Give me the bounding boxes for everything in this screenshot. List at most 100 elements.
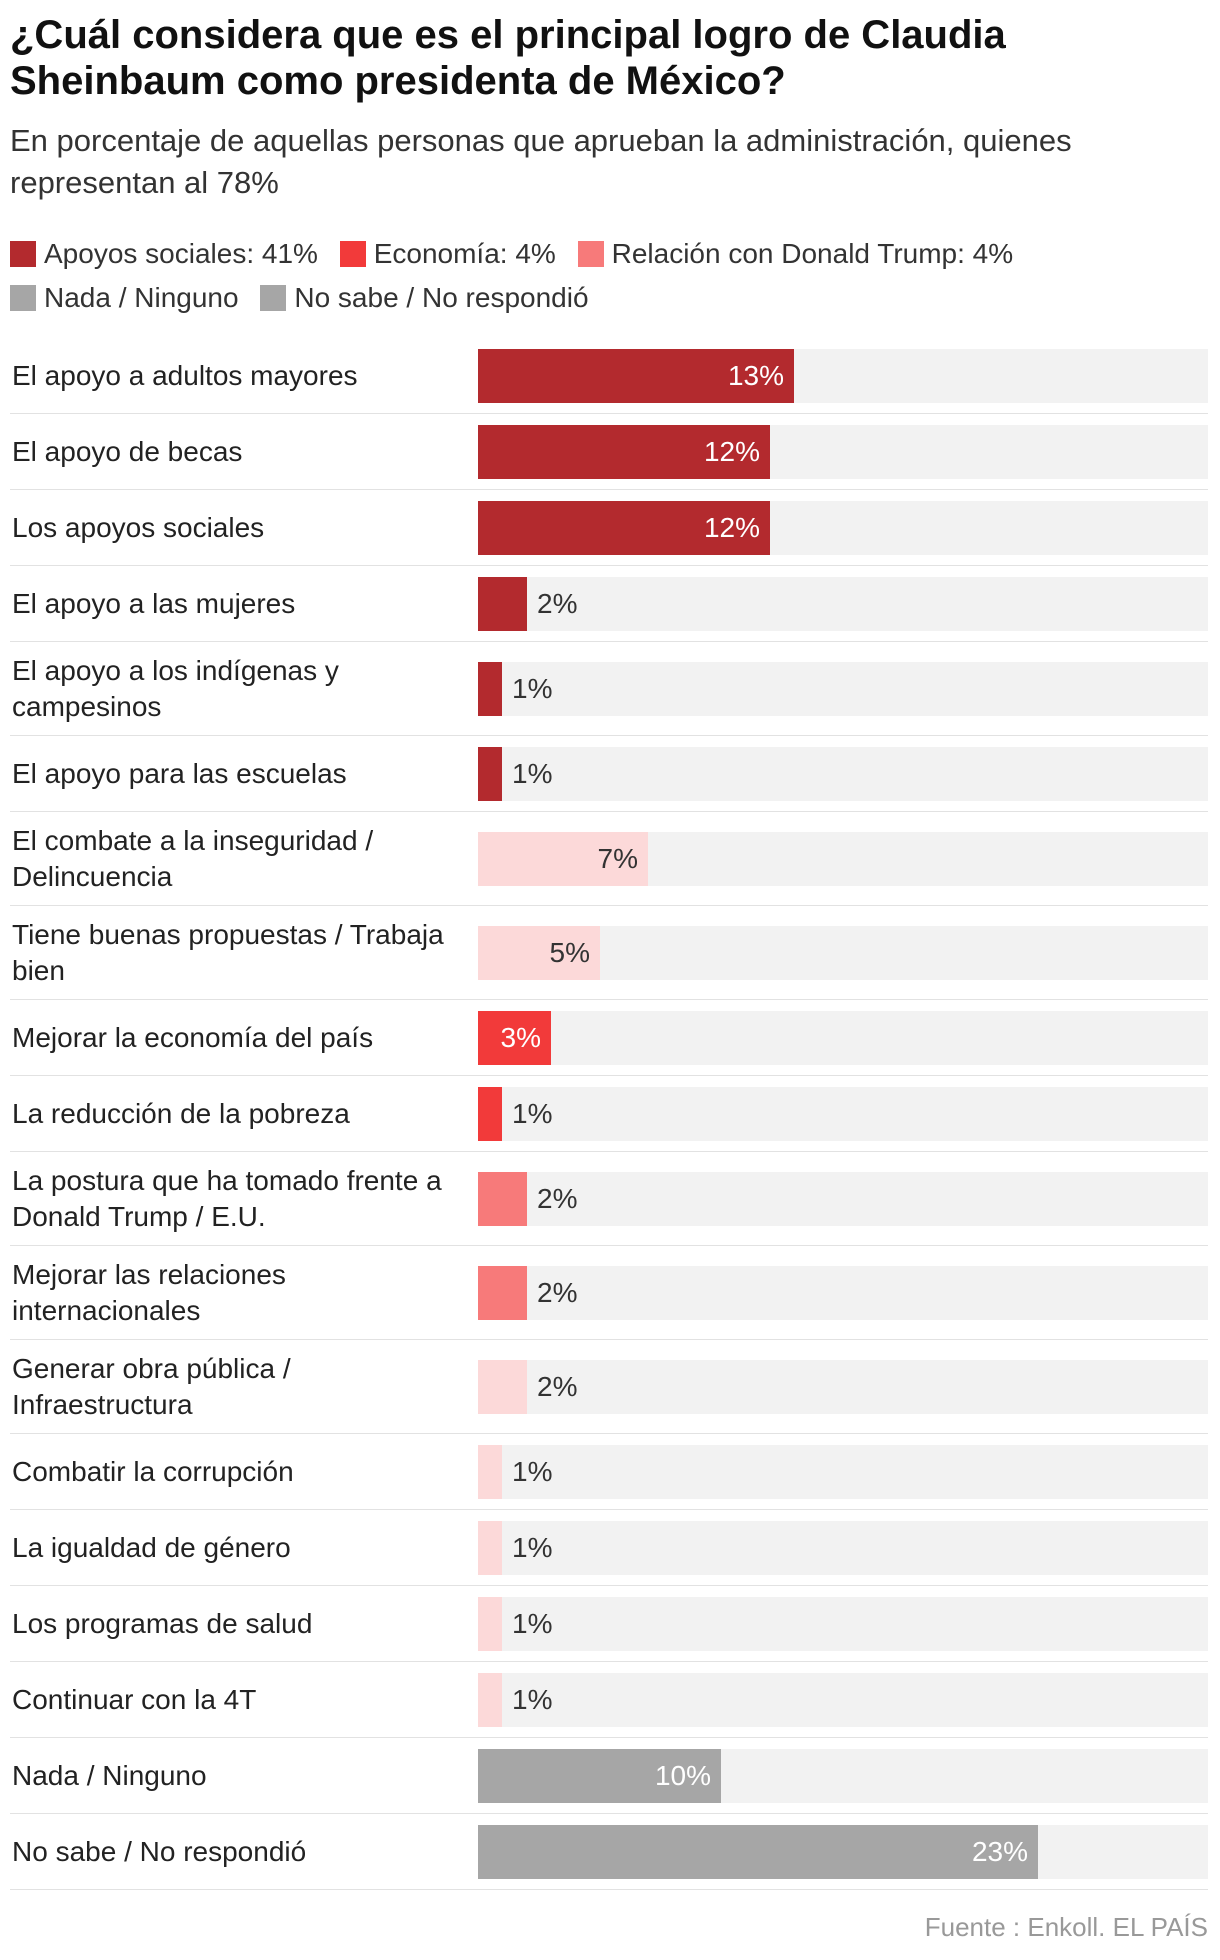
legend-item-relacion-trump: Relación con Donald Trump: 4%	[577, 232, 1014, 276]
legend-item-nada-ninguno: Nada / Ninguno	[10, 276, 239, 320]
bar	[478, 1748, 721, 1803]
bar-track: 1%	[478, 1444, 1208, 1499]
bar	[478, 1444, 502, 1499]
bar-category-label: La postura que ha tomado frente a Donald…	[12, 1164, 442, 1232]
bar	[478, 1010, 551, 1065]
bar-category-label: Continuar con la 4T	[12, 1683, 257, 1715]
bar-value-label: 5%	[549, 936, 590, 968]
bar-row: La postura que ha tomado frente a Donald…	[10, 1152, 1208, 1246]
bar-value-label: 2%	[537, 587, 578, 619]
legend-item-economia: Economía: 4%	[339, 232, 556, 276]
bar-row: Mejorar las relaciones internacionales 2%	[10, 1246, 1208, 1340]
bar-value-label: 3%	[500, 1021, 541, 1053]
bar-value-label: 1%	[512, 1455, 553, 1487]
bar	[478, 1265, 527, 1320]
bar-row: Combatir la corrupción 1%	[10, 1434, 1208, 1510]
bar-value-label: 1%	[512, 1531, 553, 1563]
legend-item-apoyos-sociales: Apoyos sociales: 41%	[10, 232, 318, 276]
bar	[478, 1086, 502, 1141]
bar-category-label: El apoyo para las escuelas	[12, 757, 347, 789]
legend-swatch	[260, 285, 287, 311]
legend-label: Relación con Donald Trump: 4%	[611, 238, 1014, 269]
bar	[478, 1359, 527, 1414]
bar	[478, 1520, 502, 1575]
bar-value-label: 1%	[512, 1607, 553, 1639]
bar	[478, 1672, 502, 1727]
bar-track: 2%	[478, 1359, 1208, 1414]
bar-track: 5%	[478, 925, 1208, 980]
bar-row: La reducción de la pobreza 1%	[10, 1076, 1208, 1152]
bar-track: 1%	[478, 1086, 1208, 1141]
bar-category-label: Mejorar la economía del país	[12, 1021, 374, 1053]
bar-category-label: La reducción de la pobreza	[12, 1097, 350, 1129]
bar-category-label: La igualdad de género	[12, 1531, 291, 1563]
chart-title: ¿Cuál considera que es el principal logr…	[10, 13, 1006, 103]
bar-value-label: 1%	[512, 1683, 553, 1715]
bar-track: 1%	[478, 661, 1208, 716]
bar-category-label: El apoyo de becas	[12, 435, 243, 467]
bar-row: Los apoyos sociales 12%	[10, 490, 1208, 566]
bar-track: 2%	[478, 576, 1208, 631]
bar	[478, 576, 527, 631]
legend-item-no-sabe: No sabe / No respondió	[260, 276, 589, 320]
bar-value-label: 7%	[597, 842, 638, 874]
bar-category-label: Mejorar las relaciones internacionales	[12, 1258, 286, 1326]
bar-category-label: No sabe / No respondió	[12, 1835, 307, 1867]
bar-value-label: 12%	[703, 435, 760, 467]
bar-category-label: El apoyo a las mujeres	[12, 587, 296, 619]
bar-category-label: El combate a la inseguridad / Delincuenc…	[12, 824, 374, 892]
bar-value-label: 10%	[654, 1759, 711, 1791]
bar-category-label: El apoyo a adultos mayores	[12, 359, 358, 391]
legend-label: Nada / Ninguno	[44, 282, 239, 313]
bar-row: Los programas de salud 1%	[10, 1586, 1208, 1662]
bar	[478, 500, 770, 555]
bar-row: Tiene buenas propuestas / Trabaja bien 5%	[10, 906, 1208, 1000]
bar-row: Continuar con la 4T 1%	[10, 1662, 1208, 1738]
bar	[478, 1171, 527, 1226]
bar-track: 2%	[478, 1265, 1208, 1320]
bar-category-label: Los apoyos sociales	[12, 511, 265, 543]
bar-row: Generar obra pública / Infraestructura 2%	[10, 1340, 1208, 1434]
bar-value-label: 2%	[537, 1182, 578, 1214]
chart-legend: Apoyos sociales: 41% Economía: 4% Relaci…	[10, 232, 1190, 320]
bar-track: 2%	[478, 1171, 1208, 1226]
bar-track: 3%	[478, 1010, 1208, 1065]
bar-row: El apoyo a las mujeres 2%	[10, 566, 1208, 642]
bar-row: El apoyo a adultos mayores 13%	[10, 338, 1208, 414]
bar-category-label: El apoyo a los indígenas y campesinos	[12, 654, 339, 722]
bar-row: Mejorar la economía del país 3%	[10, 1000, 1208, 1076]
bar	[478, 1824, 1038, 1879]
bar-track: 12%	[478, 500, 1208, 555]
bar-category-label: Tiene buenas propuestas / Trabaja bien	[12, 918, 444, 986]
bar-value-label: 12%	[703, 511, 760, 543]
legend-swatch	[577, 241, 604, 267]
bar-track: 10%	[478, 1748, 1208, 1803]
bar	[478, 1596, 502, 1651]
bar-value-label: 1%	[512, 757, 553, 789]
bar	[478, 831, 648, 886]
bar-track: 1%	[478, 1672, 1208, 1727]
bar-value-label: 23%	[971, 1835, 1028, 1867]
legend-swatch	[10, 285, 36, 311]
bar-category-label: Los programas de salud	[12, 1607, 313, 1639]
bar-category-label: Nada / Ninguno	[12, 1759, 207, 1791]
bar-track: 1%	[478, 1596, 1208, 1651]
bar-chart-rows: El apoyo a adultos mayores 13% El apoyo de…	[10, 338, 1208, 1890]
source-note: Fuente : Enkoll. EL PAÍS	[924, 1912, 1208, 1942]
bar-value-label: 2%	[537, 1276, 578, 1308]
bar	[478, 746, 502, 801]
bar-value-label: 2%	[537, 1370, 578, 1402]
bar	[478, 348, 794, 403]
bar-row: El apoyo de becas 12%	[10, 414, 1208, 490]
legend-swatch	[10, 241, 36, 267]
bar-track: 13%	[478, 348, 1208, 403]
legend-label: Apoyos sociales: 41%	[44, 238, 318, 269]
bar-row: Nada / Ninguno 10%	[10, 1738, 1208, 1814]
bar-category-label: Combatir la corrupción	[12, 1455, 294, 1487]
legend-label: No sabe / No respondió	[294, 282, 589, 313]
bar	[478, 424, 770, 479]
bar-track: 23%	[478, 1824, 1208, 1879]
bar-row: El apoyo a los indígenas y campesinos 1%	[10, 642, 1208, 736]
bar-track: 12%	[478, 424, 1208, 479]
bar-value-label: 1%	[512, 1097, 553, 1129]
